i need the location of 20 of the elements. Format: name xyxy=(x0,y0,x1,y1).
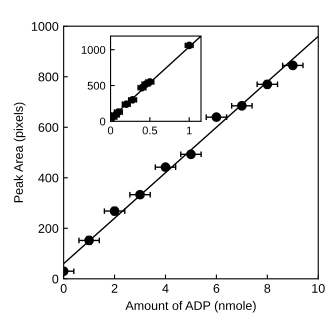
y-tick-label: 400 xyxy=(38,174,58,182)
y-tick-label: 1000 xyxy=(82,46,106,54)
x-tick-label: 1 xyxy=(186,126,192,134)
x-tick-label: 0.5 xyxy=(142,126,158,134)
y-tick-label: 1000 xyxy=(32,22,58,31)
y-tick-label: 500 xyxy=(88,82,106,90)
y-tick-label: 0 xyxy=(52,274,58,284)
y-tick-label: 600 xyxy=(38,123,58,132)
y-tick-label: 200 xyxy=(38,224,58,233)
y-tick-label: 0 xyxy=(100,118,106,126)
x-tick-label: 0 xyxy=(60,284,67,293)
x-tick-label: 2 xyxy=(112,284,118,293)
y-tick-label: 800 xyxy=(38,72,58,82)
x-tick-label: 10 xyxy=(312,284,325,293)
y-axis-title: Peak Area (pixels) xyxy=(14,102,26,202)
x-tick-label: 4 xyxy=(162,284,169,293)
x-tick-label: 8 xyxy=(264,284,270,293)
x-tick-label: 0 xyxy=(108,126,114,134)
x-tick-label: 6 xyxy=(214,284,220,293)
x-axis-title: Amount of ADP (nmole) xyxy=(125,300,256,313)
